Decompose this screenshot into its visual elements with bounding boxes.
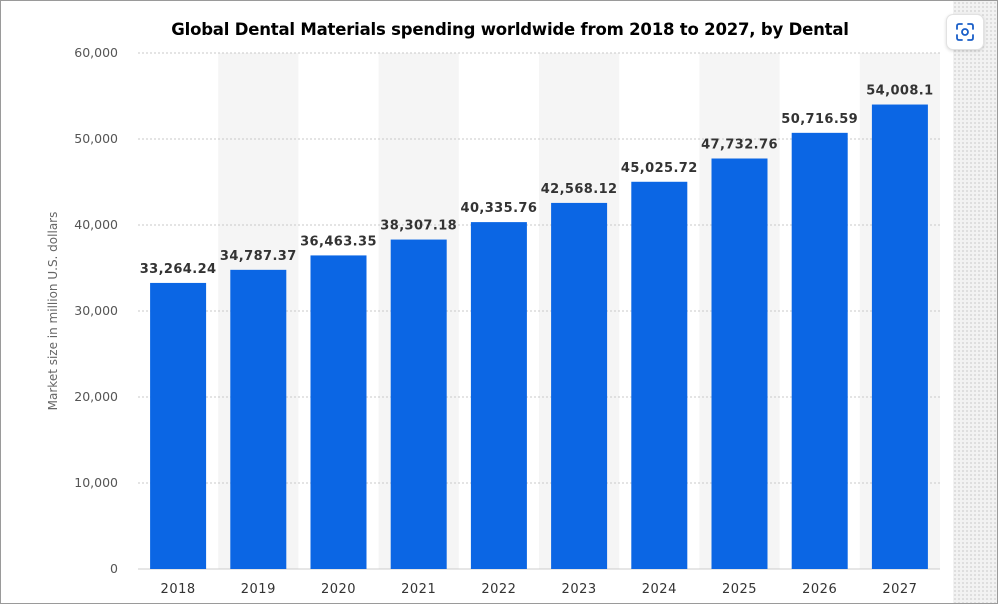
x-tick-label: 2019 [241, 582, 276, 597]
y-tick-label: 30,000 [74, 303, 118, 318]
x-tick-label: 2022 [481, 582, 516, 597]
data-label: 40,335.76 [461, 201, 538, 216]
chart-title: Global Dental Materials spending worldwi… [171, 20, 849, 39]
bar [310, 255, 367, 569]
data-label: 38,307.18 [380, 219, 457, 234]
bar [470, 222, 527, 569]
bar [150, 282, 207, 569]
data-label: 42,568.12 [541, 182, 618, 197]
x-tick-label: 2024 [642, 582, 677, 597]
bar [871, 104, 928, 570]
data-label: 36,463.35 [300, 234, 377, 249]
x-tick-label: 2025 [722, 582, 757, 597]
y-tick-label: 50,000 [74, 131, 118, 146]
bar [230, 269, 287, 569]
data-label: 33,264.24 [140, 262, 217, 277]
data-label: 50,716.59 [781, 112, 858, 127]
x-tick-label: 2023 [562, 582, 597, 597]
y-tick-label: 10,000 [74, 475, 118, 490]
x-tick-label: 2018 [161, 582, 196, 597]
x-tick-label: 2026 [802, 582, 837, 597]
bar [631, 181, 688, 569]
x-tick-label: 2021 [401, 582, 436, 597]
y-tick-label: 20,000 [74, 389, 118, 404]
focus-mode-button[interactable] [946, 14, 984, 50]
data-label: 34,787.37 [220, 249, 297, 264]
y-tick-label: 0 [110, 561, 118, 576]
y-tick-label: 60,000 [74, 45, 118, 60]
x-tick-label: 2027 [882, 582, 917, 597]
y-tick-label: 40,000 [74, 217, 118, 232]
bar [711, 158, 768, 569]
focus-scan-icon [956, 23, 974, 41]
bar [791, 132, 848, 569]
bar [390, 239, 447, 569]
bar [551, 202, 608, 569]
data-label: 45,025.72 [621, 161, 698, 176]
scrollbar-track[interactable] [953, 1, 997, 603]
data-label: 54,008.1 [866, 84, 933, 99]
x-tick-label: 2020 [321, 582, 356, 597]
data-label: 47,732.76 [701, 137, 778, 152]
y-axis-title: Market size in million U.S. dollars [46, 212, 60, 411]
